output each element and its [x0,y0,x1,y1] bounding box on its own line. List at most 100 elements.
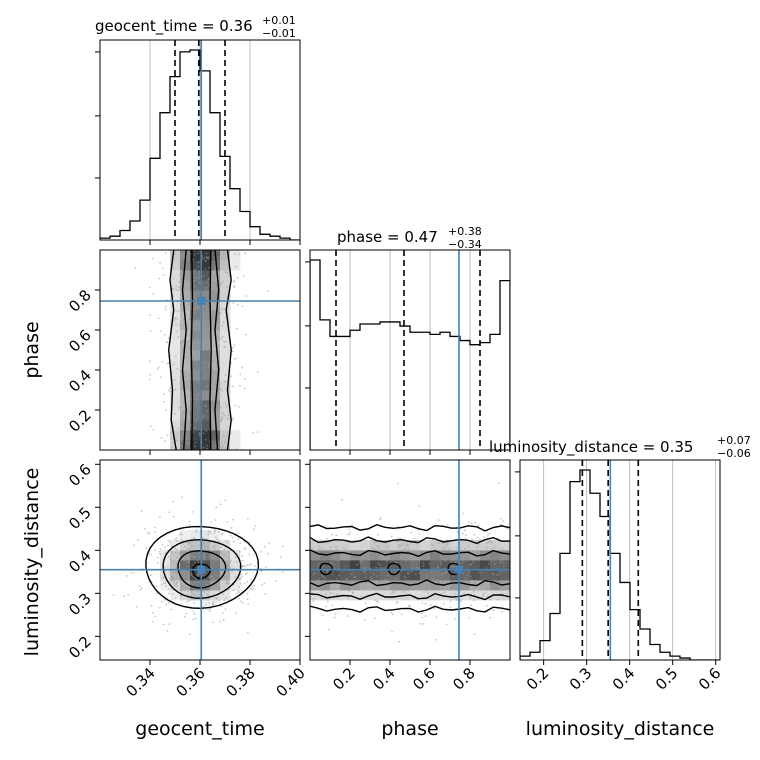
sample-point [506,527,509,530]
sample-point [207,313,210,316]
sample-point [202,432,205,435]
sample-point [173,317,176,320]
sample-point [198,271,201,273]
sample-point [398,640,401,643]
density-cell [220,580,231,591]
sample-point [190,574,193,576]
sample-point [225,597,227,600]
histogram-line-geocent_time [100,49,300,240]
density-cell [180,380,191,391]
density-cell [210,390,221,401]
sample-point [470,604,473,606]
sample-point [194,441,197,444]
sample-point [429,604,432,606]
density-cell [180,550,191,561]
title-phase: phase = 0.47 [337,228,438,246]
sample-point [385,560,388,562]
sample-point [159,516,161,518]
density-cell [190,280,201,291]
sample-point [390,535,393,538]
density-cell [190,330,201,341]
sample-point [483,536,486,538]
sample-point [400,613,403,616]
contour-line-3 [214,250,220,450]
sample-point [233,285,236,288]
density-cell [210,540,221,551]
sample-point [476,536,479,539]
sample-point [204,260,207,262]
sample-point [218,298,221,301]
density-cell [360,580,371,591]
sample-point [234,576,236,578]
density-cell [390,580,401,591]
sample-point [323,579,326,582]
sample-point [189,295,192,298]
sample-point [420,612,423,614]
sample-point [194,292,197,295]
sample-point [202,590,205,592]
sample-point [222,435,225,438]
sample-point [207,533,209,536]
sample-point [226,541,229,544]
density-cell [400,560,411,571]
density-cell [230,440,241,450]
sample-point [441,592,444,595]
sample-point [312,597,315,600]
sample-point [176,367,179,370]
sample-point [205,603,207,606]
sample-point [460,561,463,564]
sample-point [177,309,180,312]
sample-point [198,552,201,555]
sample-point [344,581,347,584]
sample-point [209,531,212,533]
sample-point [423,582,426,585]
sample-point [202,414,205,417]
sample-point [244,565,247,568]
sample-point [163,599,166,601]
sample-point [176,318,179,321]
sample-point [189,547,192,549]
sample-point [493,563,496,565]
sample-point [175,582,178,585]
sample-point [192,258,195,261]
sample-point [462,512,465,515]
density-cell [430,570,441,581]
sample-point [224,447,227,449]
sample-point [194,445,196,448]
sample-point [499,562,502,564]
sample-point [162,576,165,579]
sample-point [180,594,182,597]
density-cell [190,540,201,551]
sample-point [477,524,479,527]
sample-point [167,539,170,542]
sample-point [202,313,205,315]
sample-point [172,295,175,297]
sample-point [132,572,135,575]
y-tick-label-luminosity_distance: 0.6 [65,460,95,490]
density-cell [200,600,211,611]
sample-point [204,438,207,441]
sample-point [195,530,197,533]
sample-point [326,600,329,603]
sample-point [219,306,222,309]
density-cell [330,540,341,551]
sample-point [241,575,243,578]
density-cell [180,580,191,591]
sample-point [179,444,182,447]
sample-point [250,578,253,581]
sample-point [237,532,240,535]
sample-point [492,609,495,611]
sample-point [152,620,154,623]
sample-point [211,387,213,390]
sample-point [246,572,248,575]
sample-point [173,582,175,585]
sample-point [198,250,201,252]
sample-point [466,574,469,577]
sample-point [209,577,212,580]
sample-point [211,621,214,624]
sample-point [372,555,375,558]
sample-point [187,590,190,593]
sample-point [196,319,199,321]
sample-point [160,330,162,333]
sample-point [323,576,326,579]
